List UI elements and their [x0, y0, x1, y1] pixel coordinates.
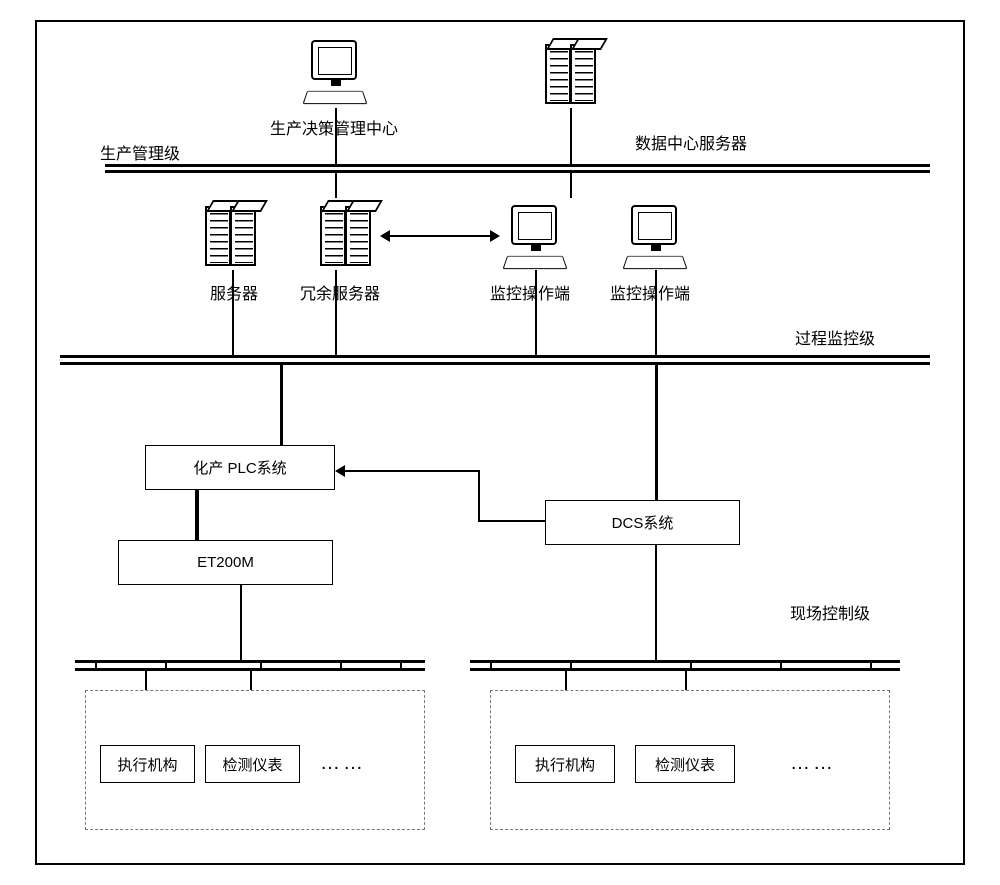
operator-computer-icon [505, 205, 565, 270]
connector-line [335, 173, 337, 198]
connector-line [280, 365, 283, 445]
field-bus-right [470, 660, 900, 663]
decision-center-label: 生产决策管理中心 [270, 115, 398, 139]
bidirectional-arrow [390, 235, 490, 237]
redundant-server-icon [345, 200, 375, 270]
ellipsis-icon: …… [320, 752, 366, 775]
connector-line [655, 270, 657, 355]
bus-tick [780, 660, 782, 671]
arrow-line [345, 470, 480, 472]
decision-center-computer-icon [305, 40, 365, 105]
server-label: 服务器 [210, 280, 258, 304]
bus-tick [570, 660, 572, 671]
level-monitoring-label: 过程监控级 [795, 325, 875, 349]
dcs-system-box: DCS系统 [545, 500, 740, 545]
operator2-label: 监控操作端 [610, 280, 690, 304]
bus-tick [400, 660, 402, 671]
bus-mid [60, 362, 930, 365]
operator-computer-icon [625, 205, 685, 270]
bus-tick [260, 660, 262, 671]
plc-label: 化产 PLC系统 [193, 457, 286, 478]
connector-line [195, 490, 199, 540]
field-bus-left [75, 660, 425, 663]
arrow-head-icon [490, 230, 500, 242]
level-management-label: 生产管理级 [100, 140, 180, 164]
connector-line [535, 270, 537, 355]
connector-line [240, 585, 242, 660]
bus-top [105, 164, 930, 167]
connector-line [335, 108, 337, 164]
arrow-line [478, 470, 480, 520]
actuator-box: 执行机构 [100, 745, 195, 783]
plc-system-box: 化产 PLC系统 [145, 445, 335, 490]
actuator-box: 执行机构 [515, 745, 615, 783]
operator1-label: 监控操作端 [490, 280, 570, 304]
connector-line [335, 270, 337, 355]
connector-line [232, 270, 234, 355]
dcs-label: DCS系统 [612, 512, 674, 533]
arrow-head-icon [335, 465, 345, 477]
connector-line [570, 108, 572, 164]
et200m-box: ET200M [118, 540, 333, 585]
et200m-label: ET200M [197, 554, 254, 571]
bus-top [105, 170, 930, 173]
instrument-box: 检测仪表 [205, 745, 300, 783]
bus-tick [340, 660, 342, 671]
instrument-label: 检测仪表 [655, 754, 715, 775]
instrument-box: 检测仪表 [635, 745, 735, 783]
bus-tick [870, 660, 872, 671]
connector-line [655, 545, 657, 660]
actuator-label: 执行机构 [117, 754, 177, 775]
actuator-label: 执行机构 [535, 754, 595, 775]
instrument-label: 检测仪表 [222, 754, 282, 775]
bus-tick [690, 660, 692, 671]
ellipsis-icon: …… [790, 752, 836, 775]
server-icon [230, 200, 260, 270]
connector-line [570, 173, 572, 198]
bus-tick [95, 660, 97, 671]
data-center-label: 数据中心服务器 [635, 130, 747, 154]
bus-mid [60, 355, 930, 358]
arrow-head-icon [380, 230, 390, 242]
redundant-server-label: 冗余服务器 [300, 280, 380, 304]
bus-tick [165, 660, 167, 671]
bus-tick [490, 660, 492, 671]
data-center-server-icon-2 [570, 38, 600, 108]
arrow-line [478, 520, 545, 522]
connector-line [655, 365, 658, 500]
level-field-label: 现场控制级 [790, 600, 870, 624]
